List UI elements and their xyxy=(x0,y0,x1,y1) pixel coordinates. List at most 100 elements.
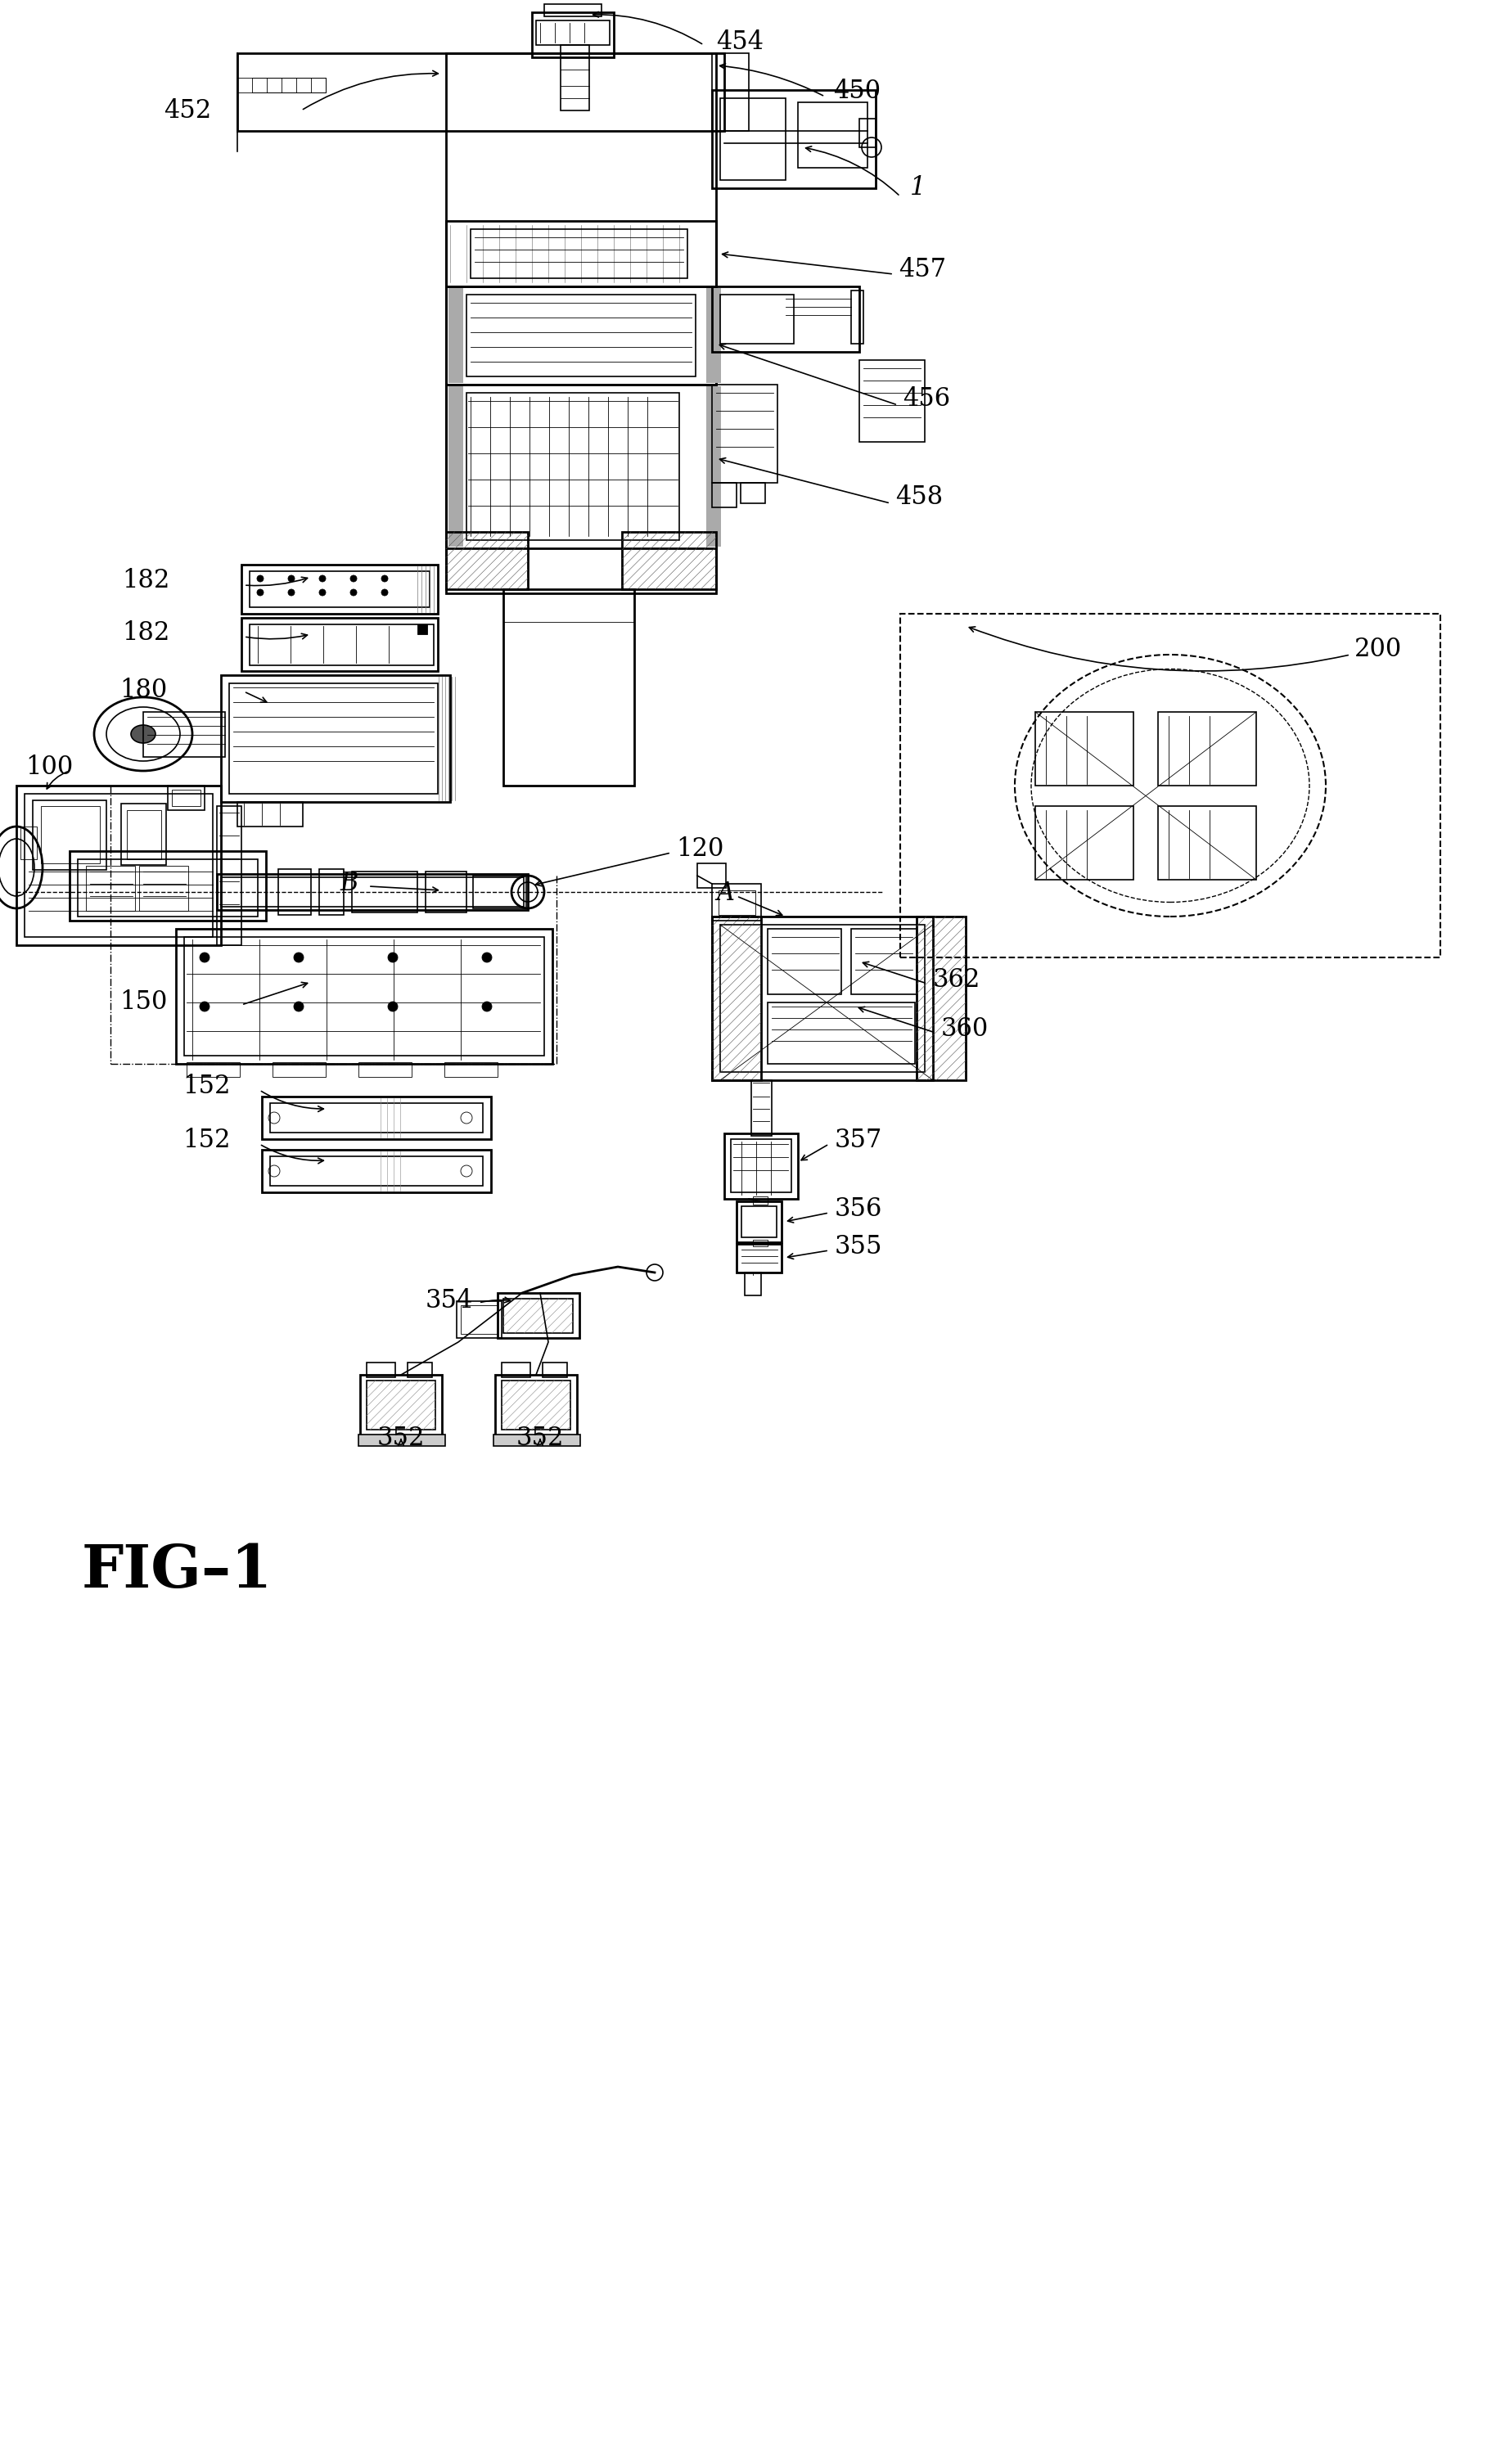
Bar xyxy=(470,229,688,278)
Text: 357: 357 xyxy=(834,1129,882,1153)
Bar xyxy=(250,623,433,665)
Circle shape xyxy=(381,589,388,596)
Bar xyxy=(184,936,543,1055)
Bar xyxy=(445,222,716,286)
Bar xyxy=(718,387,721,547)
Bar xyxy=(269,1104,483,1133)
Bar xyxy=(718,288,721,382)
Text: 182: 182 xyxy=(122,621,170,646)
Bar xyxy=(143,712,224,756)
Bar xyxy=(719,99,786,180)
Bar xyxy=(713,288,716,382)
Circle shape xyxy=(200,954,209,963)
Bar xyxy=(501,1363,530,1377)
Bar xyxy=(41,806,99,862)
Bar xyxy=(495,1375,576,1437)
Bar xyxy=(217,806,241,946)
Bar xyxy=(319,870,343,914)
Bar xyxy=(473,875,525,909)
Bar xyxy=(312,79,325,94)
Bar xyxy=(21,825,36,860)
Bar xyxy=(358,1062,411,1077)
Bar xyxy=(238,801,303,825)
Bar xyxy=(531,12,614,57)
Text: 180: 180 xyxy=(120,678,167,702)
Circle shape xyxy=(388,1003,397,1010)
Bar xyxy=(706,387,709,547)
Bar xyxy=(296,79,325,94)
Circle shape xyxy=(351,589,357,596)
Bar xyxy=(17,786,221,946)
Text: 200: 200 xyxy=(1353,636,1401,663)
Bar xyxy=(86,865,135,912)
Bar xyxy=(1157,712,1255,786)
Bar xyxy=(461,288,464,382)
Bar xyxy=(251,79,325,94)
Bar xyxy=(718,890,756,914)
Bar xyxy=(752,1198,768,1205)
Bar xyxy=(456,288,458,382)
Bar xyxy=(458,288,461,382)
Bar xyxy=(358,1434,445,1446)
Text: 354: 354 xyxy=(424,1289,473,1313)
Bar xyxy=(751,1079,772,1136)
Bar xyxy=(752,1239,768,1247)
Bar xyxy=(709,387,710,547)
Bar xyxy=(709,288,710,382)
Bar xyxy=(366,1380,435,1429)
Bar xyxy=(229,683,438,793)
Bar xyxy=(712,286,859,352)
Bar xyxy=(712,483,736,508)
Bar xyxy=(167,786,205,811)
Circle shape xyxy=(293,954,304,963)
Bar xyxy=(278,870,312,914)
Bar xyxy=(426,872,467,912)
Bar xyxy=(360,1375,441,1437)
Text: A: A xyxy=(716,882,734,907)
Bar xyxy=(542,1363,567,1377)
Bar xyxy=(187,1062,239,1077)
Ellipse shape xyxy=(131,724,155,744)
Bar xyxy=(221,877,524,907)
Text: 355: 355 xyxy=(834,1234,882,1259)
Bar xyxy=(269,1156,483,1185)
Bar xyxy=(448,387,450,547)
Bar xyxy=(217,875,528,909)
Bar xyxy=(467,296,695,377)
Circle shape xyxy=(388,954,397,963)
Bar xyxy=(445,54,716,594)
Bar xyxy=(456,387,458,547)
Bar xyxy=(241,618,438,670)
Bar xyxy=(859,118,876,148)
Bar xyxy=(1035,712,1133,786)
Bar xyxy=(266,79,325,94)
Bar xyxy=(453,387,456,547)
Bar xyxy=(281,79,325,94)
Bar xyxy=(453,288,456,382)
Bar xyxy=(494,1434,579,1446)
Bar xyxy=(712,885,760,922)
Text: 1: 1 xyxy=(909,175,926,202)
Bar xyxy=(126,811,161,860)
Bar xyxy=(543,5,600,17)
Bar xyxy=(716,288,718,382)
Bar xyxy=(713,387,716,547)
Bar xyxy=(712,54,748,131)
Text: 360: 360 xyxy=(941,1018,989,1042)
Bar xyxy=(241,564,438,614)
Bar xyxy=(560,44,588,111)
Bar xyxy=(1157,806,1255,880)
Bar xyxy=(850,929,917,995)
Bar xyxy=(745,1271,760,1296)
Circle shape xyxy=(257,574,263,582)
Bar xyxy=(408,1363,432,1377)
Bar xyxy=(712,91,876,187)
Bar xyxy=(272,1062,325,1077)
Bar xyxy=(120,803,166,865)
Text: 182: 182 xyxy=(122,569,170,594)
Text: 150: 150 xyxy=(120,991,167,1015)
Bar xyxy=(450,387,453,547)
Text: 120: 120 xyxy=(676,838,724,862)
Bar xyxy=(221,675,450,801)
Text: 452: 452 xyxy=(164,99,211,123)
